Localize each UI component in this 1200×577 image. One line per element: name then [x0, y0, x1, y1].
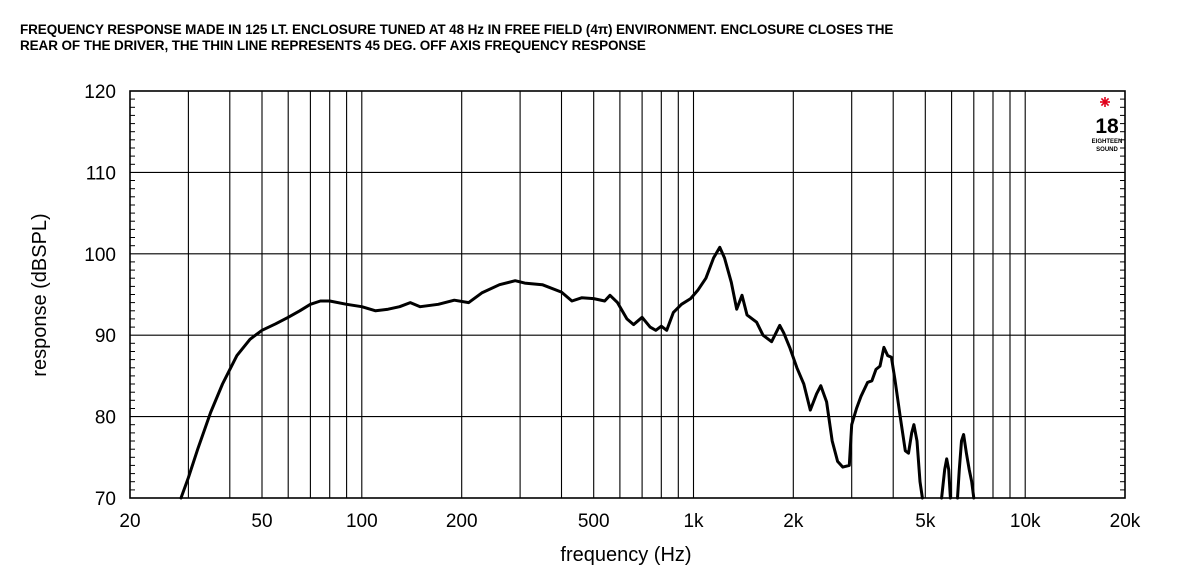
y-tick-label: 100 — [84, 245, 116, 266]
x-tick-label: 20 — [119, 511, 140, 532]
logo-number: 18 — [1095, 115, 1119, 138]
star-icon — [1100, 97, 1110, 107]
logo-sound-text: SOUND — [1096, 147, 1118, 153]
x-tick-label: 5k — [915, 511, 936, 532]
y-tick-label: 110 — [86, 163, 116, 184]
x-tick-label: 20k — [1110, 511, 1141, 532]
y-tick-label: 70 — [95, 489, 116, 510]
plot-frame — [129, 90, 1126, 499]
y-tick-label: 90 — [95, 326, 116, 347]
x-tick-label: 2k — [783, 511, 804, 532]
horizontal-grid — [130, 171, 1125, 418]
response-curves — [179, 245, 976, 500]
response-curve-segment-3 — [956, 433, 976, 500]
vertical-grid — [187, 91, 1026, 498]
x-tick-label: 100 — [346, 511, 378, 532]
x-tick-label: 200 — [446, 511, 478, 532]
logo-eighteen-text: EIGHTEEN — [1092, 139, 1123, 145]
caption-line-1: FREQUENCY RESPONSE MADE IN 125 LT. ENCLO… — [20, 22, 894, 37]
chart-caption: FREQUENCY RESPONSE MADE IN 125 LT. ENCLO… — [20, 22, 1180, 54]
x-tick-label: 500 — [578, 511, 610, 532]
x-tick-label: 1k — [683, 511, 704, 532]
brand-logo: 18 EIGHTEEN SOUND — [1092, 97, 1123, 153]
y-tick-labels: 70 80 90 100 110 120 — [84, 82, 116, 510]
response-curve-segment-2 — [940, 457, 952, 500]
x-tick-labels: 20 50 100 200 500 1k 2k 5k 10k 20k — [119, 511, 1140, 532]
x-tick-label: 10k — [1010, 511, 1041, 532]
y-axis-label: response (dBSPL) — [29, 213, 51, 376]
caption-line-2: REAR OF THE DRIVER, THE THIN LINE REPRES… — [20, 38, 646, 53]
y-tick-label: 120 — [84, 82, 116, 103]
response-curve-segment-1 — [179, 245, 924, 500]
x-tick-label: 50 — [251, 511, 272, 532]
y-tick-label: 80 — [95, 408, 116, 429]
x-axis-label: frequency (Hz) — [560, 544, 691, 566]
minor-y-ticks — [130, 98, 1125, 491]
